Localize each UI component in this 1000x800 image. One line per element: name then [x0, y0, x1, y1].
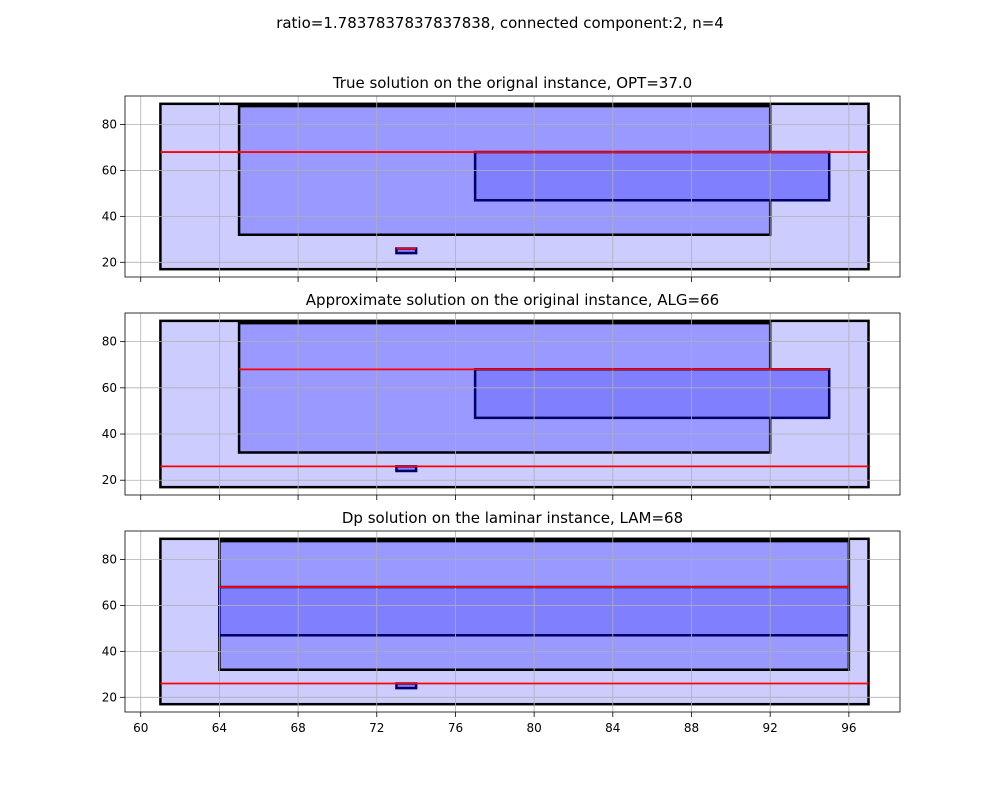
subplot-title: True solution on the orignal instance, O… — [332, 74, 692, 92]
x-tick-label: 92 — [763, 721, 778, 735]
subplot-1: True solution on the orignal instance, O… — [102, 74, 901, 282]
x-tick-label: 84 — [605, 721, 620, 735]
y-tick-label: 40 — [102, 427, 117, 441]
figure-suptitle: ratio=1.7837837837837838, connected comp… — [276, 14, 724, 32]
interval-rect-3 — [473, 368, 831, 420]
axes-frame — [124, 95, 901, 278]
x-tick-label: 72 — [369, 721, 384, 735]
y-tick-label: 60 — [102, 598, 117, 612]
y-tick-label: 80 — [102, 335, 117, 349]
y-tick-label: 20 — [102, 690, 117, 704]
interval-rect-3 — [473, 150, 831, 202]
y-tick-label: 60 — [102, 163, 117, 177]
axes-frame — [124, 312, 901, 496]
subplot-3: Dp solution on the laminar instance, LAM… — [102, 509, 901, 735]
y-tick-label: 80 — [102, 117, 117, 131]
y-tick-label: 20 — [102, 473, 117, 487]
x-tick-label: 80 — [526, 721, 541, 735]
x-tick-label: 76 — [448, 721, 463, 735]
subplot-2: Approximate solution on the original ins… — [102, 291, 901, 500]
y-tick-label: 60 — [102, 381, 117, 395]
subplot-title: Dp solution on the laminar instance, LAM… — [342, 509, 683, 527]
x-tick-label: 64 — [212, 721, 227, 735]
axes-frame — [124, 530, 901, 713]
y-tick-label: 40 — [102, 209, 117, 223]
x-tick-label: 96 — [841, 721, 856, 735]
x-tick-label: 68 — [290, 721, 305, 735]
subplot-title: Approximate solution on the original ins… — [306, 291, 719, 309]
x-tick-label: 60 — [133, 721, 148, 735]
y-tick-label: 20 — [102, 255, 117, 269]
y-tick-label: 40 — [102, 644, 117, 658]
x-tick-label: 88 — [684, 721, 699, 735]
y-tick-label: 80 — [102, 552, 117, 566]
